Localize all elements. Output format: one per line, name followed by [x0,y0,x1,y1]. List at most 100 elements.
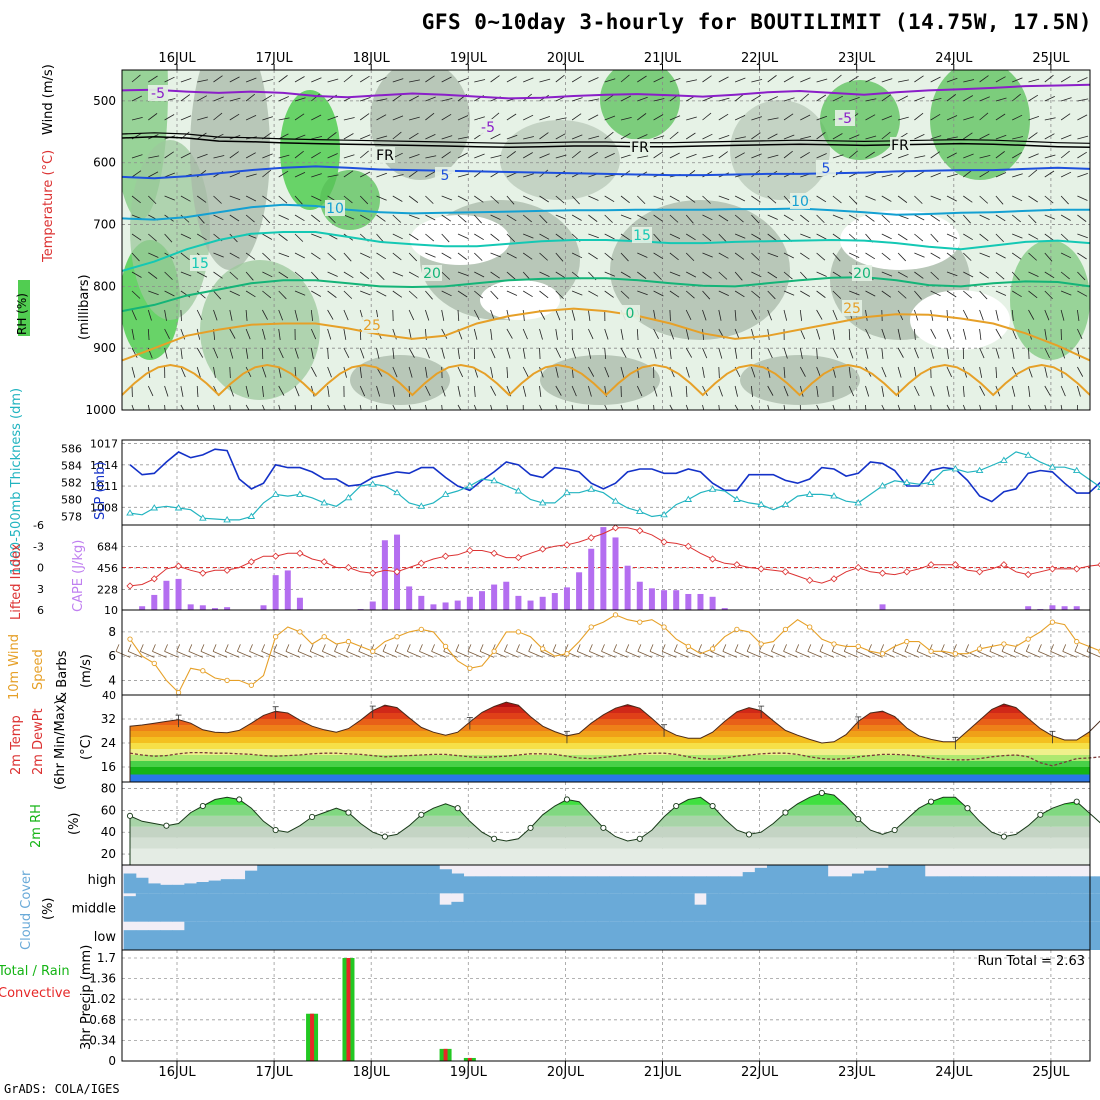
upper-wind-barb [164,151,174,159]
upper-wind-barb [229,271,239,280]
wind-ytick-label: 8 [108,625,116,639]
cloud-high-cell [754,867,768,894]
cloud-high-cell [1094,876,1100,894]
upper-wind-barb [213,347,219,359]
wind10m-barb-flag [953,644,957,652]
cape-bar [697,593,704,610]
upper-wind-barb [604,195,615,203]
wind10m-barb [722,650,738,658]
upper-wind-barb [457,271,469,277]
upper-wind-barb [506,328,513,339]
upper-wind-barb [1094,116,1100,120]
upper-wind-barb [620,252,629,262]
wind-speed-marker [127,636,133,642]
wind10m-barb-flag [1074,644,1079,652]
upper-wind-barb [506,134,518,140]
upper-wind-barb [783,134,795,140]
upper-wind-barb [539,252,548,261]
rh2m-axis-unit: (%) [67,813,82,836]
cloud-low-cell [378,921,392,950]
upper-wind-barb [425,347,430,359]
upper-wind-barb [767,271,778,279]
li-marker [223,566,231,574]
upper-wind-barb [979,96,990,102]
upper-wind-barb [1028,116,1040,121]
upper-wind-barb [751,94,762,102]
upper-wind-barb [392,78,404,83]
upper-wind-barb [327,153,338,159]
wind10m-barb [625,650,640,658]
wind-speed-marker [467,665,473,671]
isotherm-label: 20 [853,266,871,282]
cloud-high-cell [281,865,295,894]
upper-wind-barb [1077,347,1081,359]
upper-wind-barb [946,252,957,260]
cloud-middle-cell [354,893,367,922]
upper-wind-barb [734,152,745,159]
wind-speed-marker [175,689,182,696]
upper-wind-barb [1060,404,1063,410]
upper-wind-barb [963,79,975,83]
upper-wind-barb [669,195,680,202]
cloud-middle-cell [864,893,877,922]
temp-axis-label-4: (°C) [79,734,94,760]
upper-wind-barb [767,252,779,258]
cloud-low-cell [208,921,222,950]
slp-axis-label: SLP (mb) [93,461,108,520]
upper-wind-barb [881,131,891,140]
cloud-high-cell [257,865,270,894]
upper-wind-barb [946,233,958,239]
upper-wind-barb [816,153,827,159]
upper-wind-barb [571,113,582,121]
wind-speed-marker [709,646,716,652]
upper-wind-barb [376,404,378,410]
li-marker [466,546,474,555]
upper-wind-barb [131,233,142,241]
upper-wind-barb [1028,214,1037,224]
upper-wind-barb [734,233,746,239]
li-marker [733,561,741,569]
upper-wind-barb [620,116,632,121]
upper-wind-barb [522,366,529,377]
upper-wind-barb [914,75,924,83]
wind10m-barb [868,650,883,658]
upper-wind-barb [995,233,1004,243]
upper-wind-barb [1094,234,1100,239]
upper-wind-barb [327,252,337,261]
upper-wind-barb [702,347,708,359]
cape-bar [151,594,158,610]
upper-wind-barb [522,290,533,298]
upper-wind-barb [832,328,836,340]
upper-wind-barb [669,309,671,322]
wind10m-barb [977,650,992,658]
upper-wind-barb [131,170,142,178]
upper-wind-barb [800,77,811,83]
cloud-middle-cell [123,896,137,922]
upper-wind-barb [262,153,273,159]
cape-bar [272,575,279,610]
cloud-high-cell [815,865,829,894]
li-ytick-label: 3 [37,583,44,596]
upper-wind-barb [148,75,158,83]
upper-wind-barb [897,195,908,203]
precip-legend-total: Total / Rain [0,964,70,979]
li-marker [878,569,887,577]
upper-wind-barb [343,133,354,140]
wind-speed-marker [564,651,570,657]
upper-wind-barb [604,214,613,223]
thickness-marker [684,495,693,502]
upper-wind-barb [343,214,355,220]
cloud-high-cell [864,870,877,894]
upper-wind-barb [457,233,469,239]
cloud-middle-cell [1094,893,1100,922]
upper-wind-barb [392,115,404,121]
cloud-middle-cell [317,893,331,922]
upper-wind-barb [392,174,404,178]
upper-wind-barb [653,328,659,339]
upper-wind-barb [702,252,713,258]
cloud-middle-cell [682,893,695,922]
upper-wind-barb [441,309,445,321]
rh-marker [928,798,935,805]
upper-wind-barb [734,195,746,202]
cape-bar [466,596,473,610]
